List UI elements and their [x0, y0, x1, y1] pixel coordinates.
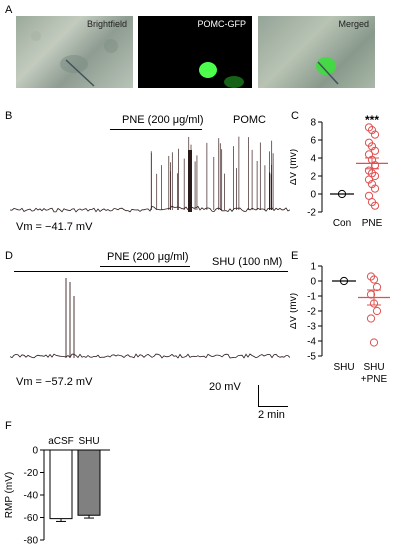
trace-b	[10, 136, 290, 213]
trace-d-drug-label: PNE (200 μg/ml)	[107, 251, 189, 263]
y-tick-label: -40	[24, 491, 39, 502]
data-point	[370, 146, 380, 155]
y-tick-label: 0	[310, 190, 316, 201]
y-axis-label: ΔV (mv)	[290, 293, 299, 329]
panel-label-b: B	[5, 110, 13, 122]
data-point	[369, 338, 379, 347]
x-tick-label: aCSF	[48, 436, 74, 447]
bar	[49, 449, 73, 520]
y-tick-label: 1	[310, 262, 316, 273]
data-point	[369, 275, 379, 284]
data-point	[364, 150, 374, 159]
y-tick-label: -60	[24, 513, 39, 524]
x-tick-label: SHU	[78, 436, 99, 447]
brightfield-texture	[31, 31, 118, 87]
y-tick-label: 0	[32, 446, 38, 457]
data-point	[367, 126, 377, 135]
x-tick-label: Con	[333, 218, 351, 229]
data-point	[370, 184, 380, 193]
panel-label-e: E	[291, 250, 299, 262]
y-tick-label: 0	[310, 277, 316, 288]
trace-d-blocker-bar	[14, 271, 288, 272]
panel-label-d: D	[5, 250, 13, 262]
data-point	[372, 306, 382, 316]
panel-label-f: F	[5, 420, 12, 432]
data-point	[366, 314, 376, 323]
data-point	[370, 201, 380, 210]
data-point	[370, 171, 380, 181]
bar	[77, 449, 101, 516]
data-point	[366, 272, 376, 281]
significance-marker: ***	[365, 113, 379, 127]
y-tick-label: -5	[307, 352, 316, 363]
y-tick-label: -4	[307, 337, 316, 348]
x-tick-label: SHU	[363, 362, 384, 373]
merged-caption: Merged	[338, 19, 369, 29]
trace-d	[10, 278, 290, 359]
scalebar-voltage: 20 mV	[209, 381, 241, 393]
y-tick-label: -3	[307, 322, 316, 333]
data-point	[364, 166, 374, 175]
y-tick-label: -80	[24, 536, 39, 547]
trace-b-drug-label: PNE (200 μg/ml)	[122, 114, 204, 126]
data-point	[367, 180, 377, 189]
gfp-caption: POMC-GFP	[197, 19, 247, 29]
x-tick-label: PNE	[362, 218, 383, 229]
y-tick-label: -2	[307, 208, 316, 219]
y-tick-label: 6	[310, 136, 316, 147]
x-tick-label: SHU	[333, 362, 354, 373]
data-point	[364, 123, 374, 132]
data-point	[366, 290, 376, 299]
trace-d-blocker-label: SHU (100 nM)	[212, 256, 283, 268]
x-tick-label: +PNE	[361, 374, 388, 385]
trace-b-burst	[188, 150, 192, 212]
data-point	[372, 282, 382, 292]
chart-f: 0 -20 -40 -60 -80 RMP (mV) aCSF SHU	[4, 436, 110, 547]
y-axis-label: ΔV (mv)	[290, 149, 299, 185]
panel-label-c: C	[291, 110, 299, 122]
data-point	[364, 175, 374, 184]
y-tick-label: 4	[310, 154, 316, 165]
panel-label-a: A	[5, 4, 13, 16]
chart-c: -2 0 2 4 6 8 ΔV (mv) Con PNE ***	[290, 113, 388, 229]
gfp-image: POMC-GFP	[138, 16, 252, 88]
scalebar-vertical	[258, 385, 259, 407]
y-tick-label: -20	[24, 468, 39, 479]
scalebar-horizontal	[258, 406, 288, 407]
brightfield-caption: Brightfield	[86, 19, 127, 29]
y-axis-label: RMP (mV)	[4, 472, 15, 518]
trace-d-drug-bar	[100, 266, 190, 267]
trace-b-cell-label: POMC	[233, 114, 266, 126]
brightfield-image: Brightfield	[16, 16, 133, 88]
merged-image: Merged	[258, 16, 375, 88]
merged-overlay	[316, 57, 339, 85]
scalebar-time: 2 min	[258, 409, 285, 421]
data-point	[367, 142, 377, 151]
y-tick-label: -1	[307, 292, 316, 303]
y-tick-label: 8	[310, 118, 316, 129]
data-point	[370, 130, 380, 139]
y-tick-label: -2	[307, 307, 316, 318]
trace-d-vm: Vm = −57.2 mV	[16, 376, 93, 388]
gfp-cell	[199, 62, 244, 88]
trace-b-drug-bar	[110, 129, 202, 130]
y-tick-label: 2	[310, 172, 316, 183]
trace-b-vm: Vm = −41.7 mV	[16, 221, 93, 233]
